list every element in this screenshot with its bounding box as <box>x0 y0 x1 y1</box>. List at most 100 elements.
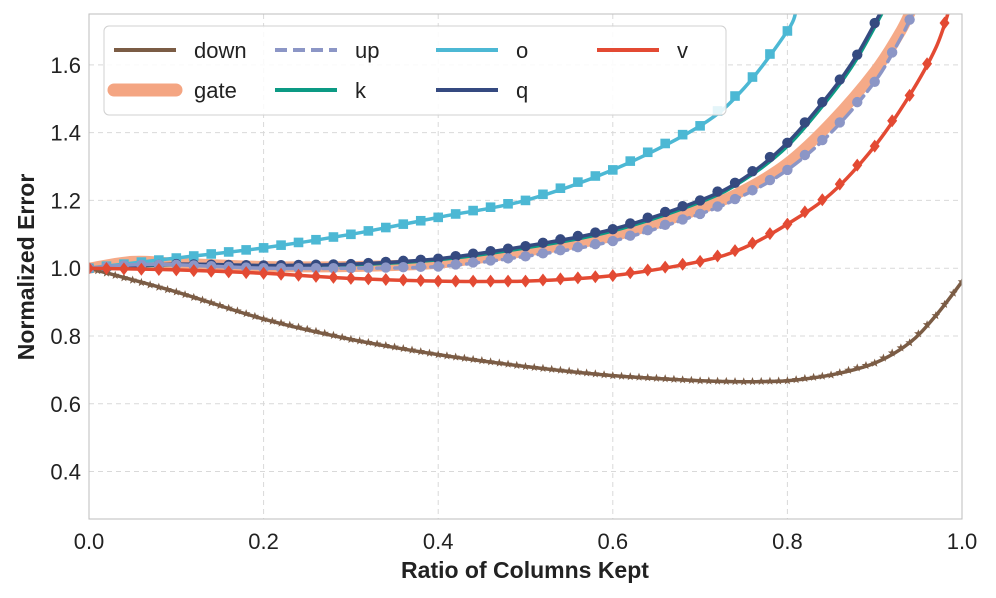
v-marker <box>642 263 653 277</box>
q-marker <box>782 137 793 148</box>
y-tick-label: 0.4 <box>50 460 81 485</box>
down-marker <box>163 285 172 294</box>
down-marker <box>390 342 399 351</box>
up-marker <box>345 262 357 274</box>
down-marker <box>748 377 757 386</box>
down-marker <box>128 275 137 284</box>
down-marker <box>756 376 766 385</box>
down-marker <box>774 376 783 385</box>
up-marker <box>450 259 461 270</box>
down-marker <box>250 311 260 320</box>
down-marker <box>460 353 469 362</box>
down-marker <box>442 351 452 360</box>
down-marker <box>346 334 356 344</box>
v-marker <box>136 262 147 276</box>
v-marker <box>782 217 793 231</box>
o-marker <box>765 49 775 59</box>
q-marker <box>433 253 444 264</box>
down-marker <box>154 282 164 291</box>
down-marker <box>302 324 312 333</box>
o-marker <box>258 243 269 253</box>
o-marker <box>695 121 705 131</box>
down-marker <box>660 374 670 383</box>
o-marker <box>782 26 793 36</box>
o-marker <box>171 253 182 263</box>
v-marker <box>922 57 933 71</box>
down-marker <box>547 364 556 373</box>
down-marker <box>835 368 845 377</box>
v-marker <box>276 267 287 281</box>
legend: down up o v gate k q <box>103 25 727 116</box>
v-marker <box>118 262 129 276</box>
o-marker <box>311 234 321 245</box>
v-marker <box>799 205 810 219</box>
up-marker <box>659 219 671 231</box>
down-marker <box>337 332 347 341</box>
y-tick-label: 0.8 <box>50 324 81 349</box>
up-marker <box>310 262 322 274</box>
down-marker <box>914 329 923 338</box>
v-marker <box>171 263 182 277</box>
o-marker <box>223 247 234 257</box>
x-tick-label: 0.8 <box>772 529 803 554</box>
legend-label-gate: gate <box>194 78 237 103</box>
down-marker <box>870 358 879 367</box>
down-marker <box>241 309 251 318</box>
v-marker <box>607 269 618 283</box>
x-tick-label: 0.6 <box>598 529 629 554</box>
o-marker <box>433 212 443 223</box>
down-marker <box>93 266 103 275</box>
q-marker <box>764 151 776 163</box>
v-marker <box>485 274 496 288</box>
q-marker <box>607 224 618 235</box>
up-marker <box>433 261 444 272</box>
v-marker <box>764 227 775 241</box>
down-marker <box>355 336 364 345</box>
up-marker <box>502 253 514 264</box>
v-marker <box>328 270 339 284</box>
q-marker <box>747 166 758 177</box>
x-axis-title: Ratio of Columns Kept <box>401 557 649 583</box>
o-marker <box>276 240 286 250</box>
down-marker <box>844 365 853 374</box>
down-marker <box>399 344 408 353</box>
up-marker <box>398 261 409 273</box>
q-marker <box>659 206 671 218</box>
up-marker <box>764 174 776 186</box>
down-marker <box>826 370 836 379</box>
up-marker <box>747 185 758 196</box>
up-marker <box>590 238 601 250</box>
up-marker <box>607 235 618 247</box>
down-marker <box>896 343 906 352</box>
down-marker <box>180 290 190 299</box>
v-marker <box>730 244 741 258</box>
down-marker <box>852 363 862 372</box>
down-marker <box>599 370 609 379</box>
down-marker <box>739 377 749 386</box>
legend-label-k: k <box>355 78 367 103</box>
up-marker <box>625 230 636 241</box>
legend-label-down: down <box>194 38 247 63</box>
v-marker <box>712 249 723 263</box>
o-marker <box>381 222 391 233</box>
q-marker <box>852 49 863 60</box>
down-marker <box>861 360 871 370</box>
up-marker <box>642 225 653 236</box>
v-marker <box>904 88 915 102</box>
q-marker <box>799 117 811 128</box>
down-marker <box>529 362 539 372</box>
q-marker <box>520 240 531 252</box>
q-marker <box>712 186 723 197</box>
down-marker <box>687 375 696 384</box>
v-marker <box>380 272 391 286</box>
q-marker <box>502 243 514 254</box>
v-marker <box>887 114 898 128</box>
down-marker <box>809 372 818 381</box>
down-marker <box>372 339 382 348</box>
down-marker <box>818 371 827 380</box>
axis-ticks: 0.0 0.2 0.4 0.6 0.8 1.0 0.4 0.6 0.8 1.0 1.2 1.4 1.6 <box>50 53 977 554</box>
down-marker <box>189 292 199 301</box>
down-marker <box>137 277 146 287</box>
down-marker <box>591 369 600 378</box>
